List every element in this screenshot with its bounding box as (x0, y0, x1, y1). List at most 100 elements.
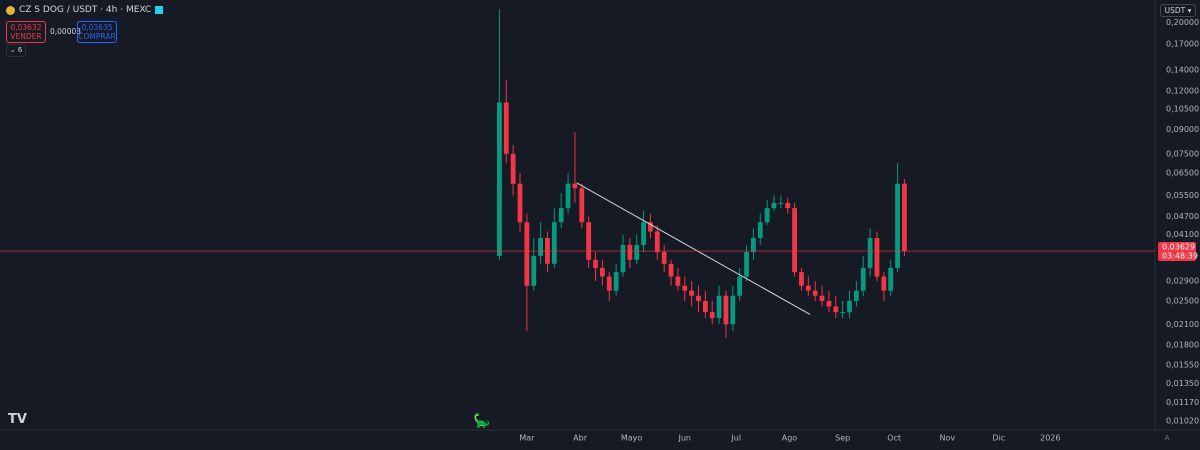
candle-body (682, 285, 688, 291)
candle-body (737, 276, 743, 296)
y-tick-label: 0,02100 (1166, 320, 1199, 329)
x-tick-label: Jun (678, 434, 692, 443)
candle-body (744, 252, 749, 277)
candle-body (558, 208, 564, 223)
buy-button[interactable]: 0,03635 COMPRAR (77, 21, 117, 43)
candle-body (805, 285, 811, 291)
x-tick-label: Abr (573, 434, 588, 443)
auto-scale-button[interactable]: A (1164, 434, 1170, 442)
candle-body (833, 306, 839, 313)
candle-body (874, 238, 880, 277)
candle-body (799, 272, 804, 286)
indicators-count: 6 (17, 46, 23, 54)
last-price-badge (1158, 242, 1196, 262)
y-tick-label: 0,20000 (1166, 18, 1199, 27)
candle-body (702, 300, 708, 313)
candle-body (654, 231, 660, 253)
y-tick-label: 0,04100 (1166, 230, 1199, 239)
candle-body (599, 267, 605, 277)
axes: 0,20000 0,17000 0,14000 0,12000 0,10500 0,090… (519, 18, 1199, 443)
y-tick-label: 0,09000 (1166, 125, 1199, 134)
y-tick-label: 0,01350 (1166, 379, 1199, 388)
candle-body (902, 183, 907, 252)
candle-body (620, 244, 626, 273)
x-tick-label: Ago (782, 434, 798, 443)
candle-body (860, 267, 866, 291)
candle-body (792, 208, 798, 273)
last-price-label: 0,03629 (1162, 243, 1195, 252)
symbol-title: CZ S DOG / USDT · 4h · MEXC (19, 5, 152, 15)
sell-label: VENDER (10, 32, 42, 41)
x-tick-label: Mar (519, 434, 535, 443)
candle-body (757, 222, 763, 239)
plot-area (0, 9, 1155, 338)
candle-body (847, 300, 852, 313)
candle-body (723, 295, 729, 325)
candle-body (627, 244, 633, 260)
spread: 0,00003 (50, 27, 82, 36)
candle-body (641, 222, 646, 245)
y-tick-label: 0,17000 (1166, 40, 1199, 49)
candle-body (771, 202, 777, 209)
candle-body (517, 183, 523, 223)
dino-icon[interactable]: 🦕 (473, 413, 491, 429)
y-tick-label: 0,02900 (1166, 277, 1199, 286)
candle-body (668, 263, 674, 277)
candle-body (696, 295, 701, 301)
candle-body (853, 290, 859, 301)
buy-price: 0,03635 (81, 23, 113, 32)
y-tick-label: 0,02500 (1166, 296, 1199, 305)
candle-body (881, 276, 887, 291)
candle-body (888, 267, 894, 291)
candle-body (689, 290, 695, 296)
sell-button[interactable]: 0,03632 VENDER (6, 21, 46, 43)
trendline (576, 182, 811, 315)
y-tick-label: 0,05500 (1166, 191, 1199, 200)
candle-body (572, 183, 578, 189)
y-tick-label: 0,10500 (1166, 104, 1199, 113)
indicators-toggle[interactable]: ⌄ 6 (6, 44, 26, 57)
flag-icon (155, 6, 164, 14)
candle-body (503, 102, 509, 154)
candle-body (716, 295, 722, 319)
candle-body (778, 202, 784, 204)
candle-body (709, 312, 715, 319)
currency-select[interactable]: USDT ▾ (1160, 4, 1196, 17)
x-tick-label: Mayo (621, 434, 643, 443)
y-tick-label: 0,06500 (1166, 168, 1199, 177)
candle-body (531, 255, 537, 286)
x-tick-label: Jul (730, 434, 741, 443)
countdown: 03:48:39 (1162, 252, 1198, 261)
symbol-icon (6, 5, 15, 15)
tv-logo[interactable]: 𝗧𝗩 (8, 412, 27, 427)
candle-body (565, 183, 571, 209)
candle-body (764, 208, 770, 223)
candle-body (730, 295, 736, 325)
candle-body (812, 290, 818, 296)
candle-body (826, 300, 832, 307)
y-tick-label: 0,12000 (1166, 86, 1199, 95)
candle-body (524, 222, 530, 286)
x-tick-label: Nov (940, 434, 956, 443)
y-tick-label: 0,01020 (1166, 417, 1199, 426)
buy-label: COMPRAR (78, 32, 116, 41)
y-tick-label: 0,01170 (1166, 398, 1199, 407)
y-tick-label: 0,07500 (1166, 149, 1199, 158)
sell-price: 0,03632 (10, 23, 42, 32)
y-tick-label: 0,01550 (1166, 360, 1199, 369)
symbol-bar[interactable]: CZ S DOG / USDT · 4h · MEXC (6, 5, 164, 15)
candle-body (586, 222, 592, 260)
x-tick-label: Sep (835, 434, 850, 443)
y-tick-label: 0,04700 (1166, 212, 1199, 221)
candle-body (551, 222, 557, 264)
candle-body (895, 183, 900, 268)
candle-body (606, 276, 612, 291)
x-tick-label: 2026 (1040, 434, 1060, 443)
x-tick-label: Oct (887, 434, 901, 443)
candle-body (648, 222, 653, 232)
candle-body (497, 102, 502, 256)
candle-body (675, 276, 681, 286)
y-tick-label: 0,01800 (1166, 340, 1199, 349)
